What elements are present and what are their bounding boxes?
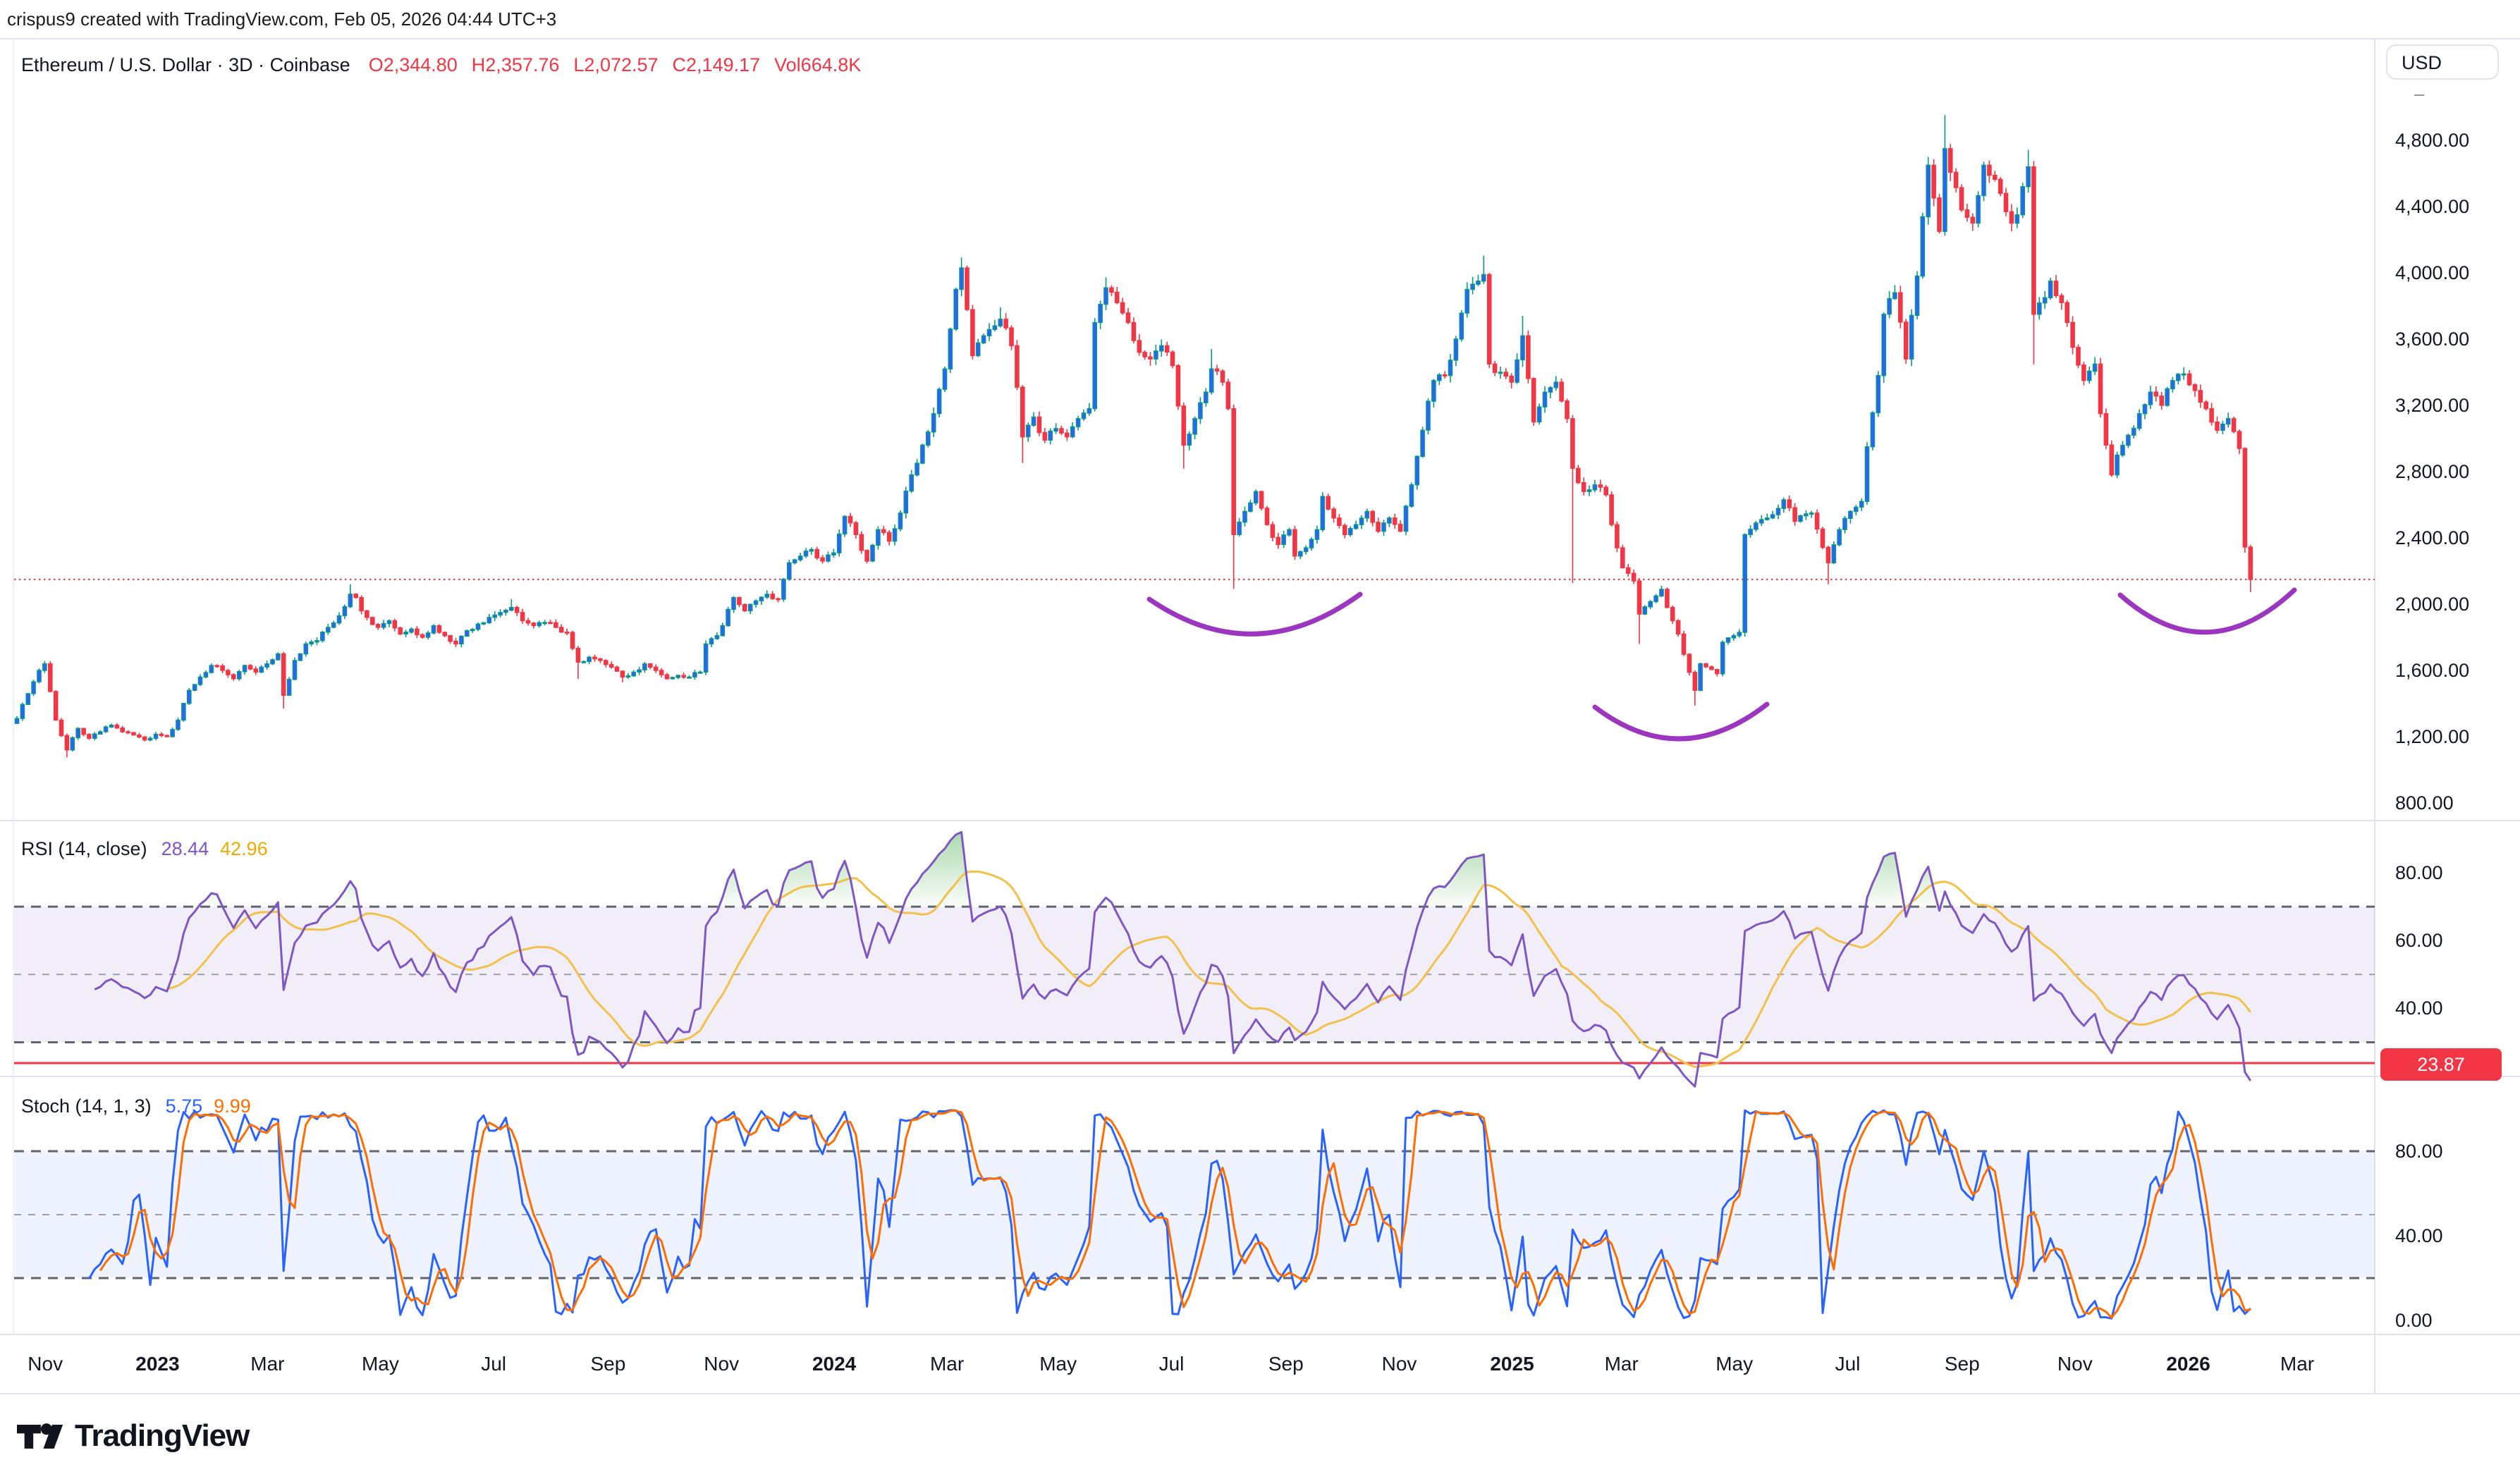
stoch-tick-label: 40.00 xyxy=(2395,1225,2443,1246)
rsi-value: 28.44 xyxy=(161,838,209,859)
time-axis-label: Nov xyxy=(704,1353,740,1375)
rsi-tick-label: 60.00 xyxy=(2395,930,2443,952)
time-axis-label: 2026 xyxy=(2166,1353,2210,1375)
time-axis-label: May xyxy=(1039,1353,1077,1375)
ohlc-item: Vol664.8K xyxy=(774,54,862,75)
ohlc-item: O2,344.80 xyxy=(368,54,458,75)
arc-annotation xyxy=(2117,587,2297,635)
stoch-legend[interactable]: Stoch (14, 1, 3) 5.75 9.99 xyxy=(21,1095,251,1117)
time-axis-label: May xyxy=(1715,1353,1754,1375)
time-axis-label: Nov xyxy=(27,1353,63,1375)
time-axis-label: Sep xyxy=(1944,1353,1980,1375)
ohlc-item: C2,149.17 xyxy=(672,54,761,75)
price-tick-label: 2,400.00 xyxy=(2395,527,2470,548)
time-axis-label: Jul xyxy=(481,1353,506,1375)
price-tick-label: 800.00 xyxy=(2395,792,2454,814)
time-axis-label: Nov xyxy=(2057,1353,2093,1375)
price-tick-label: 3,600.00 xyxy=(2395,329,2470,350)
time-axis-label: Jul xyxy=(1158,1353,1185,1375)
time-axis-label: Mar xyxy=(250,1353,285,1375)
stoch-tick-label: 80.00 xyxy=(2395,1141,2443,1162)
ohlc-readout: O2,344.80 H2,357.76 L2,072.57 C2,149.17 Vol6… xyxy=(369,54,876,76)
candles xyxy=(14,115,2253,758)
time-axis-label: 2025 xyxy=(1490,1353,1534,1375)
tradingview-wordmark: TradingView xyxy=(75,1418,250,1453)
time-axis-label: 2023 xyxy=(135,1353,180,1375)
ohlc-item: H2,357.76 xyxy=(471,54,560,75)
stoch-d-value: 9.99 xyxy=(214,1096,251,1117)
time-axis-label: Mar xyxy=(1604,1353,1639,1375)
symbol-title: Ethereum / U.S. Dollar · 3D · Coinbase xyxy=(21,54,350,75)
attribution-text: crispus9 created with TradingView.com, F… xyxy=(7,8,557,30)
tradingview-logo[interactable]: TradingView xyxy=(17,1418,250,1454)
currency-unit-button[interactable]: USD xyxy=(2386,44,2499,80)
price-tick-label: 4,400.00 xyxy=(2395,196,2470,217)
time-axis-label: Sep xyxy=(1268,1353,1304,1375)
price-tick-label: 2,000.00 xyxy=(2395,594,2470,615)
rsi-level-badge: 23.87 xyxy=(2380,1048,2502,1081)
time-axis-label: Mar xyxy=(929,1353,965,1375)
stoch-title: Stoch (14, 1, 3) xyxy=(21,1096,152,1117)
time-axis-label: Jul xyxy=(1835,1353,1861,1375)
time-axis-label: May xyxy=(361,1353,399,1375)
price-tick-label: 1,200.00 xyxy=(2395,726,2470,747)
rsi-title: RSI (14, close) xyxy=(21,838,147,859)
price-tick-label: 1,600.00 xyxy=(2395,660,2470,681)
stoch-k-value: 5.75 xyxy=(165,1096,203,1117)
ohlc-item: L2,072.57 xyxy=(573,54,659,75)
time-axis-label: Nov xyxy=(1381,1353,1417,1375)
rsi-tick-label: 40.00 xyxy=(2395,998,2443,1019)
rsi-tick-label: 80.00 xyxy=(2395,862,2443,883)
price-tick-label: 4,800.00 xyxy=(2395,130,2470,151)
rsi-ma-value: 42.96 xyxy=(220,838,268,859)
price-tick-label: 4,000.00 xyxy=(2395,262,2470,283)
time-axis-label: Mar xyxy=(2280,1353,2315,1375)
symbol-legend[interactable]: Ethereum / U.S. Dollar · 3D · Coinbase O… xyxy=(21,54,875,76)
price-tick-label: 2,800.00 xyxy=(2395,461,2470,482)
arc-annotation xyxy=(1592,701,1770,742)
stoch-tick-label: 0.00 xyxy=(2395,1310,2433,1331)
price-tick-label: 3,200.00 xyxy=(2395,395,2470,416)
time-axis-label: Sep xyxy=(590,1353,626,1375)
arc-annotation xyxy=(1146,591,1363,637)
tradingview-icon xyxy=(17,1423,63,1449)
time-axis-label: 2024 xyxy=(812,1353,857,1375)
rsi-legend[interactable]: RSI (14, close) 28.44 42.96 xyxy=(21,837,268,860)
